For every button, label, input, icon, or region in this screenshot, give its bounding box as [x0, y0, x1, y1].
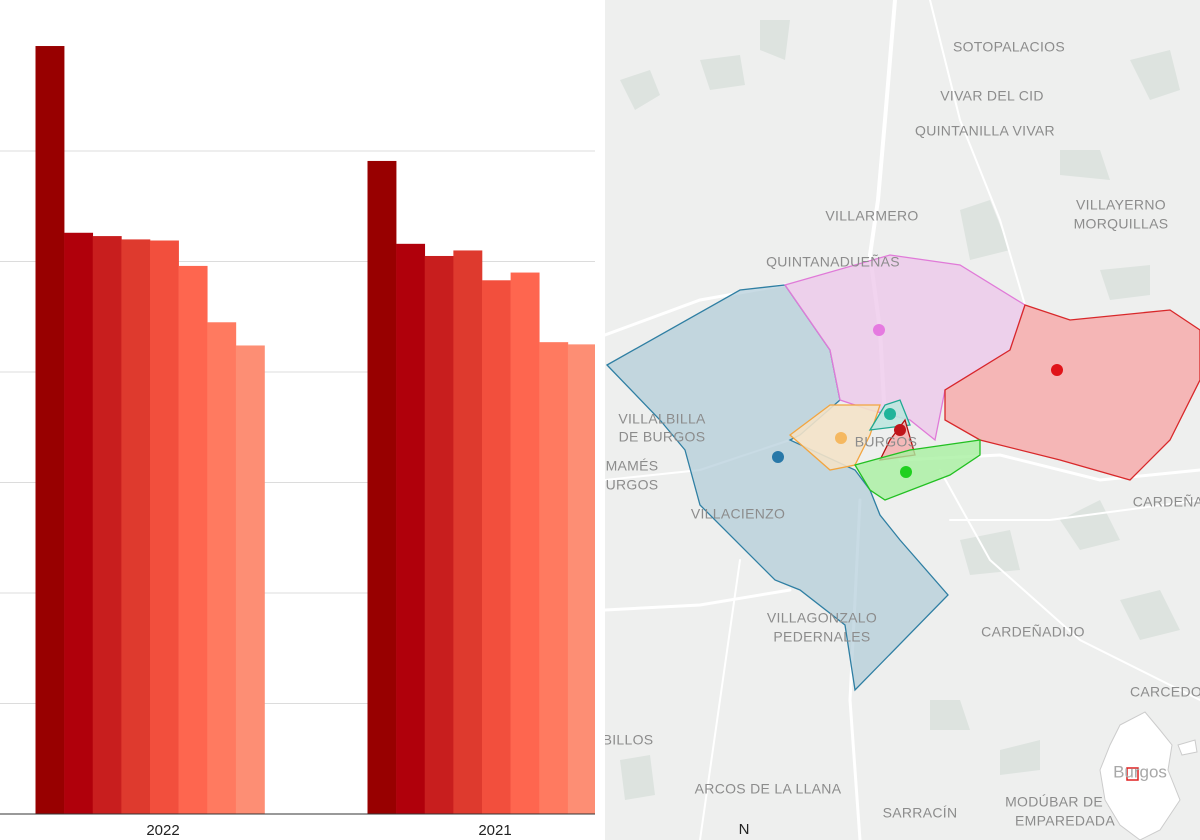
bar [35, 46, 65, 814]
place-label: VILLAGONZALO [767, 610, 877, 626]
place-label: PEDERNALES [773, 629, 870, 645]
bar [453, 250, 483, 814]
district-red [944, 304, 1200, 481]
bar [424, 255, 454, 815]
place-label: CARCEDO [1130, 684, 1200, 700]
place-label: VILLARMERO [825, 208, 918, 224]
bar-chart: 2022 2021 [0, 46, 595, 839]
inset-label: Burgos [1113, 762, 1167, 781]
place-label: QUINTANADUEÑAS [766, 254, 900, 270]
place-label: VILLACIENZO [691, 506, 785, 522]
place-label: VILLAYERNO [1076, 197, 1166, 213]
place-label: CARDEÑADIJO [981, 624, 1085, 640]
bar [178, 265, 208, 814]
dot [884, 408, 896, 420]
place-label: MORQUILLAS [1074, 216, 1169, 232]
bar [396, 243, 426, 814]
place-label: ARCOS DE LA LLANA [695, 781, 842, 797]
bar [121, 239, 151, 814]
bar [539, 342, 569, 814]
bar [567, 344, 595, 814]
place-label: URGOS [606, 477, 659, 493]
north-label: N [739, 821, 750, 838]
bar [64, 232, 94, 814]
dot [873, 324, 885, 336]
x-tick-label: 2021 [478, 822, 511, 839]
district-orange [788, 404, 881, 471]
place-label: VIVAR DEL CID [940, 88, 1043, 104]
dot [900, 466, 912, 478]
district-dots [772, 324, 1063, 478]
bar [235, 345, 265, 814]
district-green [854, 439, 981, 501]
map: SOTOPALACIOS VIVAR DEL CID QUINTANILLA V… [603, 0, 1200, 840]
place-label: MAMÉS [606, 458, 659, 474]
dot [894, 424, 906, 436]
bar [207, 322, 237, 814]
inset-enclave [1177, 739, 1198, 756]
x-tick-label: 2022 [146, 822, 179, 839]
bar [510, 272, 540, 814]
inset-marker [1126, 767, 1139, 781]
place-label: SARRACÍN [883, 805, 958, 821]
dot [835, 432, 847, 444]
district-pink [783, 254, 1026, 442]
place-label: CARDEÑA [1133, 494, 1200, 510]
place-label: VILLALBILLA [618, 411, 706, 427]
inset-province [1099, 711, 1181, 840]
bar [92, 236, 122, 814]
inset-map: Burgos [1099, 711, 1198, 840]
place-label: QUINTANILLA VIVAR [915, 123, 1055, 139]
place-label: MODÚBAR DE LA [1005, 794, 1125, 810]
bar [482, 280, 511, 814]
dot [1051, 364, 1063, 376]
place-label: BURGOS [855, 434, 917, 450]
place-label: BILLOS [603, 732, 654, 748]
districts [605, 254, 1200, 692]
place-labels: SOTOPALACIOS VIVAR DEL CID QUINTANILLA V… [603, 39, 1200, 829]
place-label: SOTOPALACIOS [953, 39, 1065, 55]
bar [367, 160, 397, 814]
dot [772, 451, 784, 463]
place-label: DE BURGOS [619, 429, 706, 445]
place-label: EMPAREDADA [1015, 813, 1115, 829]
bar [150, 240, 179, 814]
